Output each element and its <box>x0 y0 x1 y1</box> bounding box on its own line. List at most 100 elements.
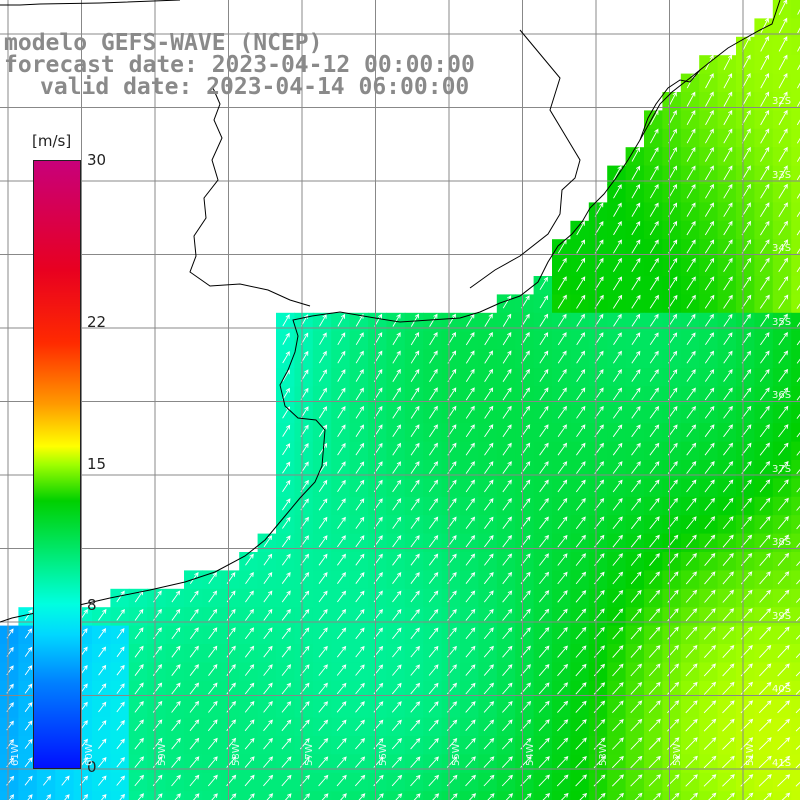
wind-arrow <box>465 461 475 474</box>
wind-arrow <box>355 535 365 548</box>
wind-arrow <box>355 608 365 621</box>
wind-arrow <box>631 461 641 474</box>
wind-arrow <box>686 461 697 474</box>
lat-label-32S: 32S <box>772 96 792 107</box>
wind-cell <box>754 570 774 590</box>
wind-cell <box>791 110 800 130</box>
wind-arrow <box>796 376 800 383</box>
wind-arrow <box>392 479 402 493</box>
wind-arrow <box>502 534 512 548</box>
wind-arrow <box>318 516 328 529</box>
wind-arrow <box>281 608 291 621</box>
wind-arrow <box>795 744 800 750</box>
wind-cell <box>386 460 406 479</box>
wind-arrow <box>723 109 733 126</box>
wind-arrow <box>612 424 623 438</box>
wind-arrow <box>119 793 126 800</box>
wind-arrow <box>428 535 439 548</box>
wind-arrow <box>392 387 401 401</box>
wind-arrow <box>281 627 291 640</box>
wind-arrow <box>98 775 107 786</box>
wind-arrow <box>391 774 403 787</box>
wind-cell <box>644 644 663 663</box>
wind-cell <box>588 717 608 737</box>
wind-arrow <box>778 72 788 89</box>
wind-arrow <box>391 756 403 768</box>
wind-arrow <box>263 682 273 695</box>
wind-arrow <box>337 590 347 603</box>
wind-arrow <box>355 553 365 566</box>
wind-arrow <box>282 461 291 474</box>
wind-arrow <box>723 239 733 254</box>
lat-label-33S: 33S <box>772 169 792 181</box>
wind-cell <box>736 791 755 800</box>
wind-arrow <box>410 737 421 750</box>
wind-arrow <box>134 664 144 676</box>
wind-arrow <box>538 756 550 769</box>
wind-arrow <box>759 276 770 291</box>
wind-arrow <box>355 405 365 419</box>
wind-arrow <box>557 682 569 695</box>
wind-arrow <box>134 608 144 621</box>
wind-arrow <box>704 276 715 291</box>
wind-cell <box>717 588 737 608</box>
wind-cell <box>791 699 800 719</box>
wind-arrow <box>337 313 346 327</box>
wind-arrow <box>538 663 550 677</box>
wind-arrow <box>428 608 439 621</box>
wind-arrow <box>282 443 291 456</box>
wind-arrow <box>539 313 549 327</box>
wind-arrow <box>24 738 33 749</box>
wind-arrow <box>778 350 789 364</box>
wind-arrow <box>778 368 789 382</box>
wind-arrow <box>685 571 698 585</box>
wind-arrow <box>355 516 365 529</box>
wind-arrow <box>98 720 107 731</box>
wind-arrow <box>649 461 660 474</box>
wind-arrow <box>484 534 494 548</box>
wind-arrow <box>391 719 402 731</box>
wind-arrow <box>631 202 641 217</box>
wind-arrow <box>501 756 513 768</box>
wind-arrow <box>575 700 587 713</box>
wind-cell <box>533 680 553 700</box>
wind-arrow <box>432 793 440 800</box>
wind-cell <box>791 18 800 38</box>
wind-arrow <box>189 608 199 621</box>
wind-cell <box>570 625 590 645</box>
wind-arrow <box>428 572 439 584</box>
wind-arrow <box>502 553 513 566</box>
wind-arrow <box>723 257 733 272</box>
wind-arrow <box>557 590 568 603</box>
wind-cell <box>276 791 295 800</box>
wind-arrow <box>336 719 347 731</box>
wind-arrow <box>630 737 643 750</box>
wind-arrow <box>355 498 365 511</box>
wind-cell <box>791 460 800 479</box>
wind-arrow <box>556 756 569 769</box>
wind-arrow <box>428 701 439 713</box>
wind-arrow <box>759 294 770 309</box>
wind-cell <box>441 680 461 700</box>
wind-arrow <box>648 681 661 695</box>
wind-arrow <box>245 608 254 621</box>
wind-arrow <box>650 128 659 144</box>
wind-arrow <box>723 54 733 71</box>
wind-arrow <box>778 276 789 291</box>
wind-arrow <box>392 442 402 456</box>
wind-arrow <box>116 683 125 694</box>
wind-arrow <box>336 756 347 768</box>
wind-arrow <box>723 350 733 364</box>
wind-cell <box>736 552 755 571</box>
wind-cell <box>699 662 719 682</box>
wind-arrow <box>137 793 145 800</box>
wind-arrow <box>281 756 292 768</box>
wind-arrow <box>759 497 771 511</box>
wind-arrow <box>392 350 401 364</box>
wind-arrow <box>649 239 659 254</box>
wind-arrow <box>741 146 751 162</box>
wind-cell <box>625 220 645 240</box>
wind-arrow <box>208 664 218 676</box>
wind-arrow <box>575 737 587 750</box>
